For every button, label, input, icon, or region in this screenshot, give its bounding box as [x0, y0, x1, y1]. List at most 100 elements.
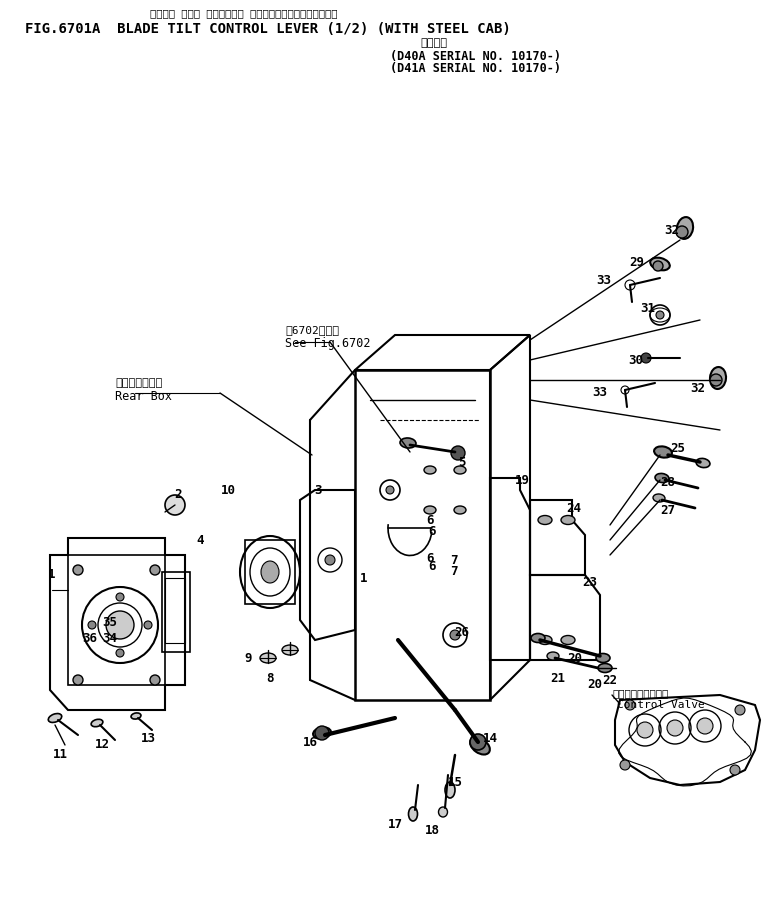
Text: リヤーボックス: リヤーボックス [115, 378, 162, 388]
Text: 第6702図参照: 第6702図参照 [285, 325, 339, 335]
Circle shape [386, 486, 394, 494]
Circle shape [106, 611, 134, 639]
Text: 21: 21 [551, 672, 565, 684]
Ellipse shape [313, 727, 331, 738]
Circle shape [144, 621, 152, 629]
Text: 27: 27 [660, 503, 676, 517]
Ellipse shape [409, 807, 418, 821]
Ellipse shape [596, 654, 610, 663]
Circle shape [112, 617, 128, 633]
Circle shape [697, 718, 713, 734]
Circle shape [653, 261, 663, 271]
Ellipse shape [48, 713, 61, 722]
Bar [68, 555, 165, 685]
Text: 33: 33 [597, 274, 611, 286]
Text: 16: 16 [303, 736, 317, 748]
Ellipse shape [654, 447, 672, 457]
Text: 11: 11 [52, 748, 68, 762]
Ellipse shape [655, 474, 669, 483]
Text: 32: 32 [690, 381, 706, 395]
Text: コントロールバルブ: コントロールバルブ [612, 688, 668, 698]
Text: 28: 28 [660, 475, 676, 489]
Ellipse shape [538, 516, 552, 525]
Circle shape [667, 720, 683, 736]
Circle shape [641, 353, 651, 363]
Text: 18: 18 [425, 823, 439, 837]
Ellipse shape [400, 438, 416, 448]
Text: 10: 10 [220, 483, 236, 497]
Text: 14: 14 [482, 731, 498, 745]
Circle shape [620, 760, 630, 770]
Bar [165, 578, 185, 643]
Ellipse shape [531, 633, 545, 642]
Text: FIG.6701A  BLADE TILT CONTROL LEVER (1/2) (WITH STEEL CAB): FIG.6701A BLADE TILT CONTROL LEVER (1/2)… [25, 22, 511, 36]
Text: 5: 5 [458, 457, 465, 469]
Ellipse shape [131, 713, 141, 719]
Text: 15: 15 [448, 776, 462, 788]
Ellipse shape [598, 664, 612, 673]
Ellipse shape [439, 807, 448, 817]
Circle shape [470, 734, 486, 750]
Ellipse shape [454, 506, 466, 514]
Ellipse shape [91, 719, 103, 727]
Circle shape [451, 446, 465, 460]
Ellipse shape [424, 466, 436, 474]
Circle shape [637, 722, 653, 738]
Ellipse shape [260, 653, 276, 663]
Circle shape [450, 630, 460, 640]
Circle shape [116, 593, 124, 601]
Text: 1: 1 [48, 569, 56, 581]
Text: (D40A SERIAL NO. 10170-): (D40A SERIAL NO. 10170-) [390, 50, 561, 63]
Text: 13: 13 [141, 731, 155, 745]
Text: See Fig.6702: See Fig.6702 [285, 337, 370, 350]
Circle shape [315, 726, 329, 740]
Text: 12: 12 [94, 738, 110, 752]
Text: 20: 20 [588, 678, 603, 692]
Text: 9: 9 [244, 651, 252, 665]
Circle shape [150, 675, 160, 685]
Text: 7: 7 [450, 553, 458, 567]
Text: 22: 22 [603, 674, 617, 686]
Text: 20: 20 [568, 651, 582, 665]
Text: 31: 31 [641, 301, 656, 315]
Text: 30: 30 [628, 353, 644, 367]
Circle shape [116, 649, 124, 657]
Text: 6: 6 [426, 552, 434, 564]
Ellipse shape [470, 737, 490, 754]
Text: Control Valve: Control Valve [617, 700, 705, 710]
Text: 25: 25 [670, 441, 686, 455]
Text: 35: 35 [102, 615, 118, 629]
Circle shape [710, 374, 722, 386]
Text: 17: 17 [388, 818, 402, 832]
Circle shape [73, 565, 83, 575]
Text: 24: 24 [567, 501, 581, 515]
Text: 26: 26 [455, 625, 469, 639]
Text: 2: 2 [174, 489, 182, 501]
Text: 23: 23 [582, 576, 598, 588]
Ellipse shape [653, 494, 665, 502]
Text: 4: 4 [197, 534, 204, 546]
Circle shape [325, 555, 335, 565]
Text: (D41A SERIAL NO. 10170-): (D41A SERIAL NO. 10170-) [390, 62, 561, 75]
Text: Rear Box: Rear Box [115, 390, 172, 403]
Ellipse shape [538, 635, 552, 645]
Ellipse shape [561, 635, 575, 645]
Text: 36: 36 [82, 631, 98, 645]
Circle shape [730, 765, 740, 775]
Text: 3: 3 [314, 483, 322, 497]
Text: 7: 7 [450, 565, 458, 578]
Ellipse shape [710, 367, 726, 389]
Text: 6: 6 [428, 525, 435, 538]
Text: 34: 34 [102, 631, 118, 645]
Bar [245, 540, 295, 604]
Text: 1: 1 [360, 572, 368, 585]
Text: 適用号機: 適用号機 [420, 38, 447, 48]
Bar [162, 572, 190, 652]
Ellipse shape [454, 466, 466, 474]
Circle shape [73, 675, 83, 685]
Text: 32: 32 [664, 223, 680, 237]
Ellipse shape [561, 516, 575, 525]
Circle shape [150, 565, 160, 575]
Circle shape [676, 226, 688, 238]
Circle shape [625, 700, 635, 710]
